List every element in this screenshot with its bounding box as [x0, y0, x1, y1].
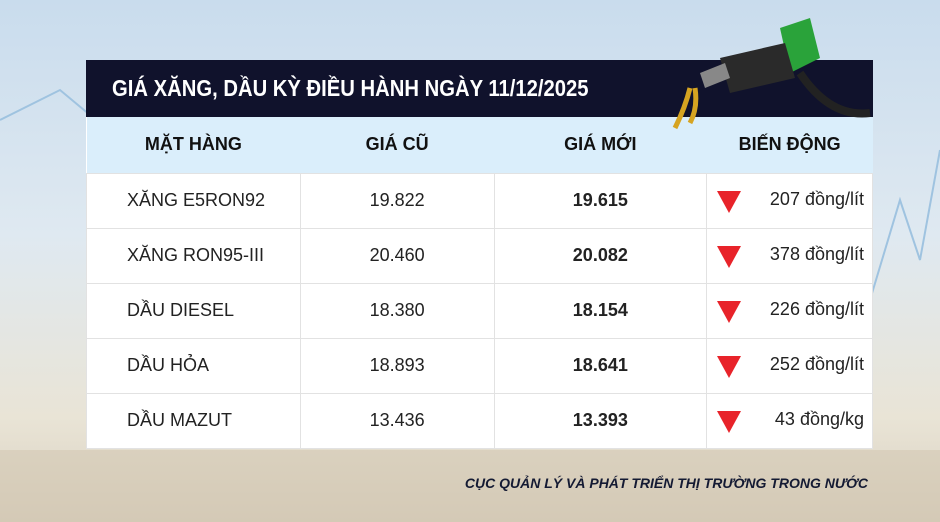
page-title: GIÁ XĂNG, DẦU KỲ ĐIỀU HÀNH NGÀY 11/12/20… [86, 60, 873, 117]
table-row: DẦU MAZUT 13.436 13.393 43 đồng/kg [86, 392, 873, 449]
price-change: 226 đồng/lít [706, 282, 873, 339]
down-arrow-icon [717, 190, 742, 213]
price-change: 207 đồng/lít [706, 172, 873, 229]
new-price: 20.082 [493, 227, 708, 284]
product-name: DẦU HỎA [86, 337, 301, 394]
price-change: 252 đồng/lít [706, 337, 873, 394]
new-price: 19.615 [493, 172, 708, 229]
old-price: 13.436 [299, 392, 495, 449]
fuel-nozzle-icon [672, 18, 871, 130]
old-price: 20.460 [299, 227, 495, 284]
table-header-row: MẶT HÀNG GIÁ CŨ GIÁ MỚI BIẾN ĐỘNG [86, 117, 873, 173]
new-price: 18.154 [493, 282, 708, 339]
change-value: 226 đồng/lít [769, 298, 864, 319]
change-value: 252 đồng/lít [769, 353, 864, 374]
down-arrow-icon [717, 410, 742, 433]
down-arrow-icon [717, 300, 742, 323]
product-name: XĂNG E5RON92 [86, 172, 301, 229]
change-value: 378 đồng/lít [769, 243, 864, 264]
price-change: 43 đồng/kg [706, 392, 873, 449]
old-price: 18.380 [299, 282, 495, 339]
price-table: MẶT HÀNG GIÁ CŨ GIÁ MỚI BIẾN ĐỘNG XĂNG E… [86, 117, 873, 449]
column-header: BIẾN ĐỘNG [706, 117, 873, 173]
table-row: XĂNG RON95-III 20.460 20.082 378 đồng/lí… [86, 227, 873, 284]
column-header: GIÁ CŨ [300, 117, 494, 173]
source-caption: CỤC QUẢN LÝ VÀ PHÁT TRIỂN THỊ TRƯỜNG TRO… [464, 475, 868, 491]
product-name: DẦU DIESEL [86, 282, 301, 339]
change-value: 207 đồng/lít [769, 188, 864, 209]
price-change: 378 đồng/lít [706, 227, 873, 284]
new-price: 13.393 [493, 392, 708, 449]
product-name: XĂNG RON95-III [86, 227, 301, 284]
old-price: 19.822 [299, 172, 495, 229]
table-row: XĂNG E5RON92 19.822 19.615 207 đồng/lít [86, 172, 873, 229]
table-row: DẦU HỎA 18.893 18.641 252 đồng/lít [86, 337, 873, 394]
product-name: DẦU MAZUT [86, 392, 301, 449]
table-row: DẦU DIESEL 18.380 18.154 226 đồng/lít [86, 282, 873, 339]
old-price: 18.893 [299, 337, 495, 394]
down-arrow-icon [717, 245, 742, 268]
new-price: 18.641 [493, 337, 708, 394]
price-table-card: GIÁ XĂNG, DẦU KỲ ĐIỀU HÀNH NGÀY 11/12/20… [86, 60, 873, 449]
down-arrow-icon [717, 355, 742, 378]
column-header: GIÁ MỚI [494, 117, 707, 173]
change-value: 43 đồng/kg [774, 408, 864, 429]
column-header: MẶT HÀNG [86, 117, 301, 173]
title-text: GIÁ XĂNG, DẦU KỲ ĐIỀU HÀNH NGÀY 11/12/20… [112, 75, 589, 101]
